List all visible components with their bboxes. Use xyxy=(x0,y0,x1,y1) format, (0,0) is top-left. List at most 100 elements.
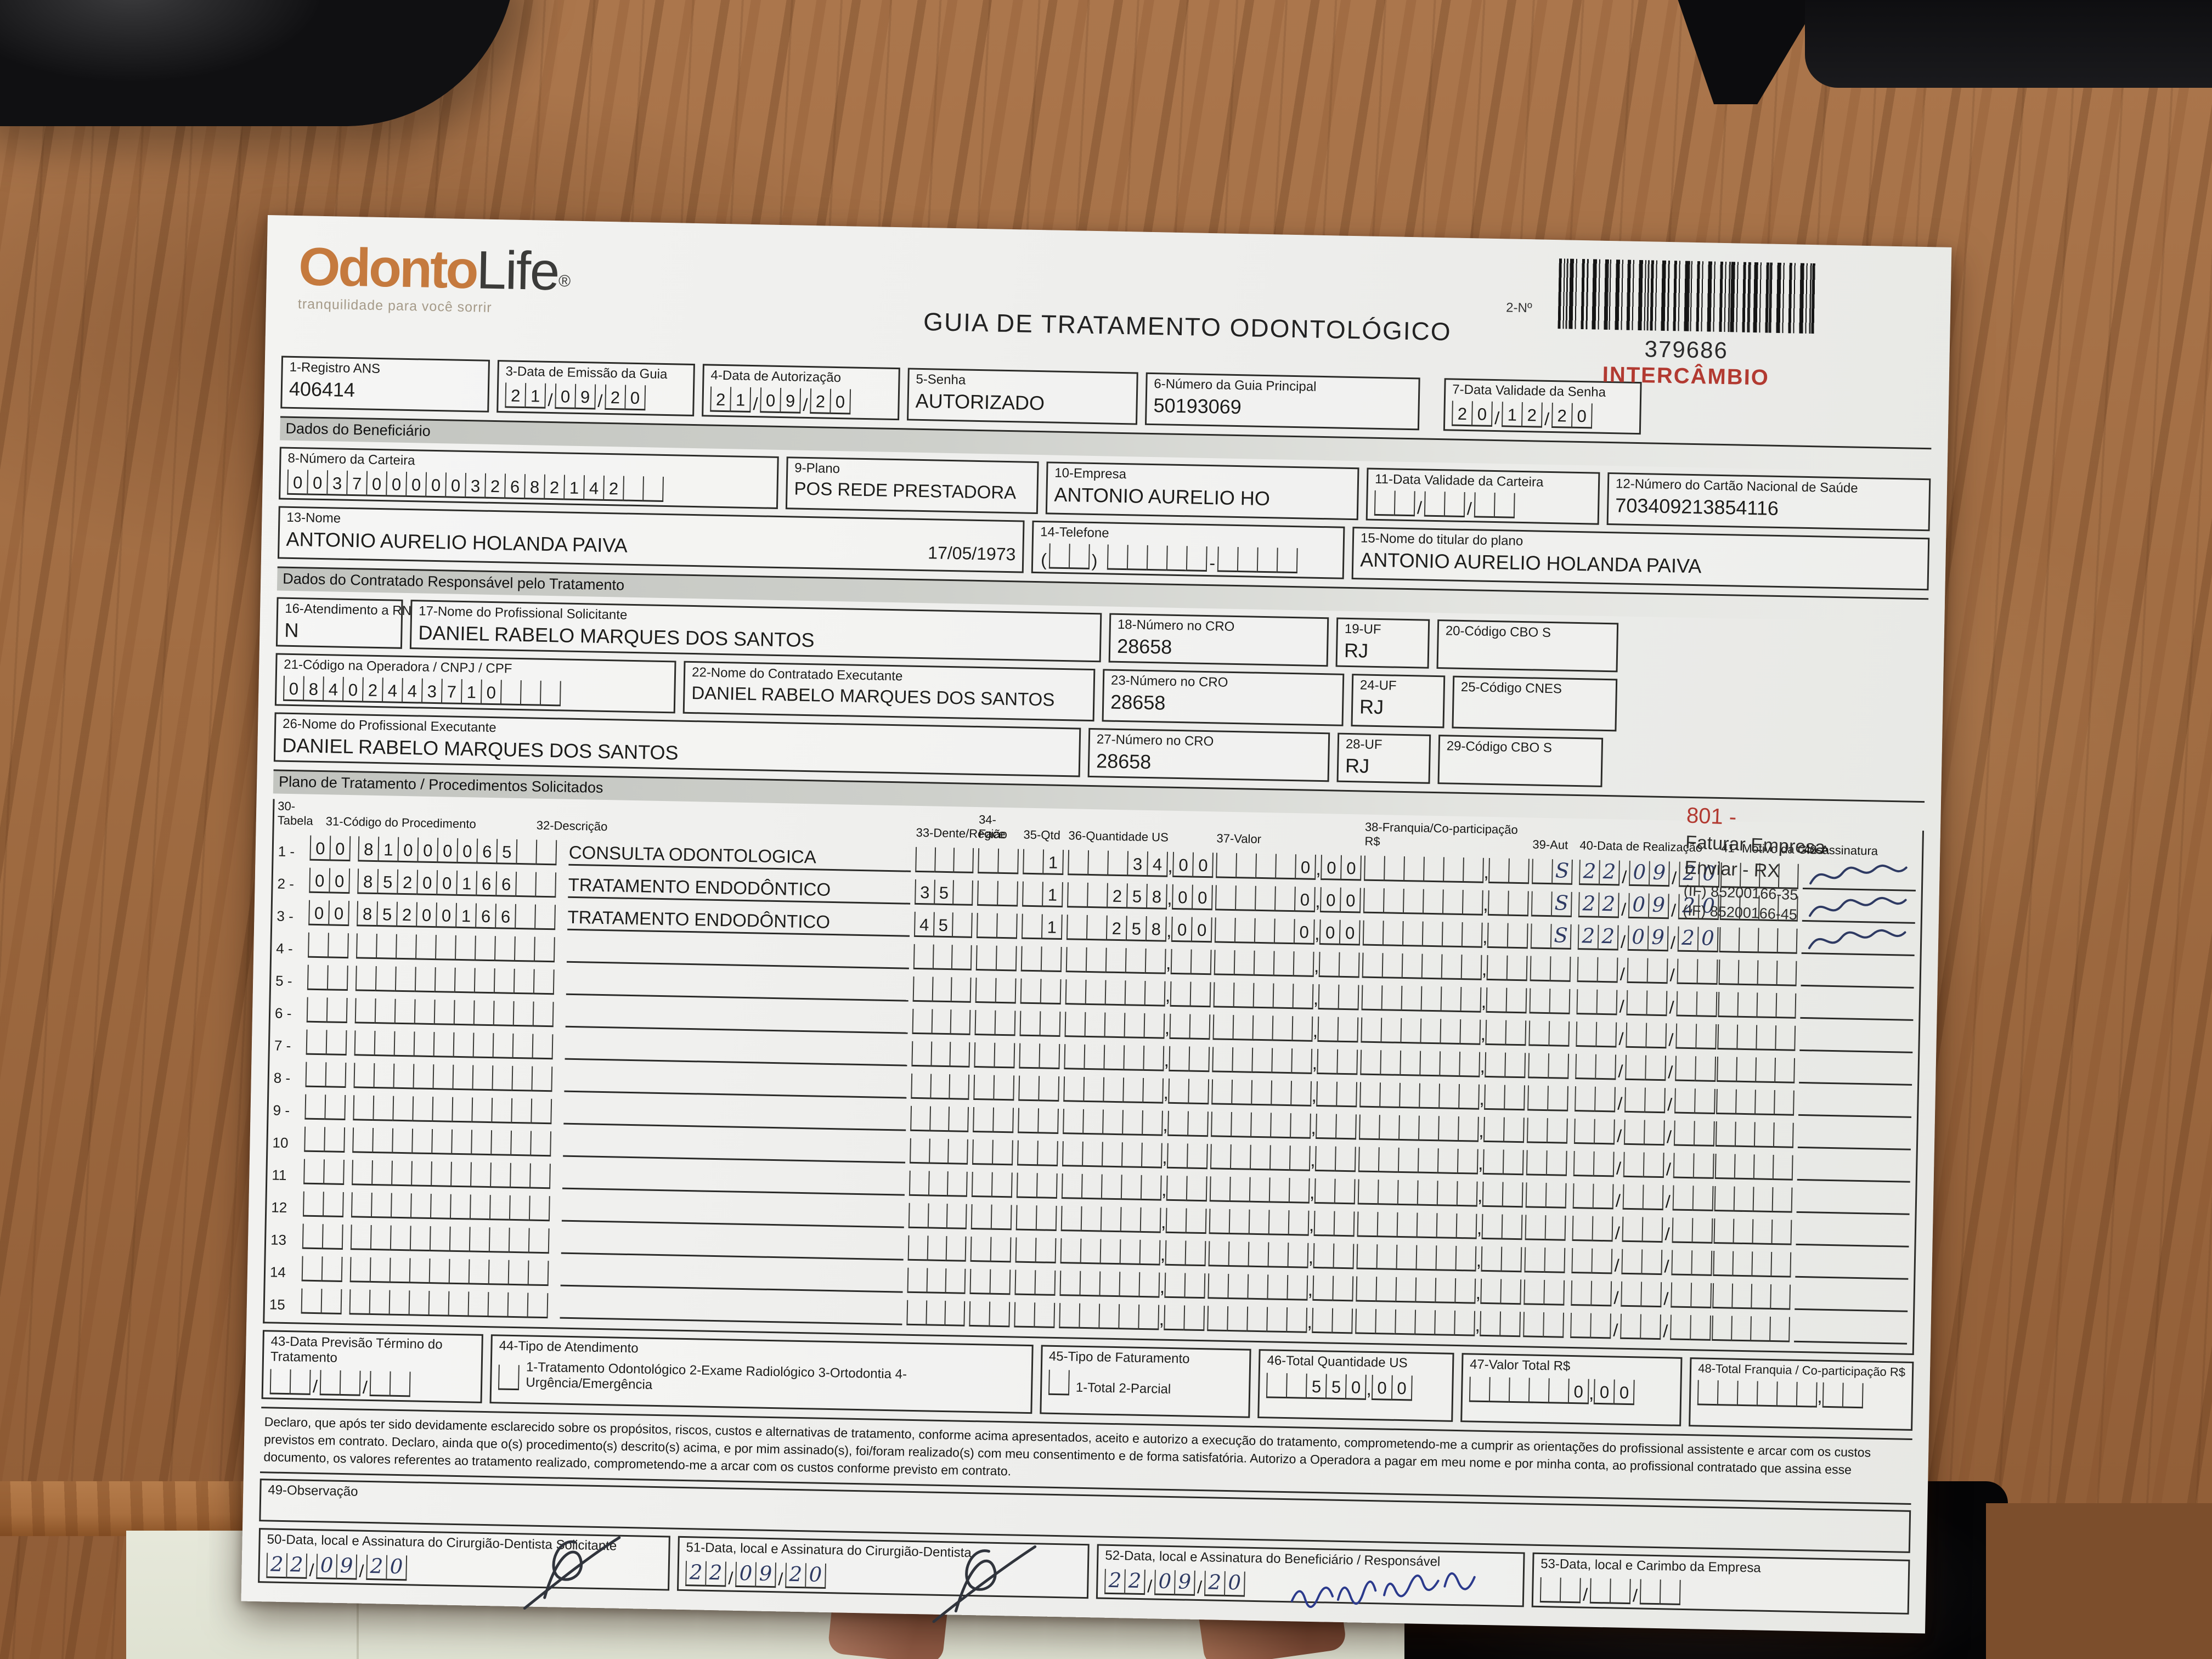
assinatura-line xyxy=(1799,1027,1914,1053)
col-qtd: 35-Qtd xyxy=(1023,827,1061,842)
assinatura-line xyxy=(1801,962,1915,989)
descricao-value xyxy=(566,971,909,1002)
assinatura-line xyxy=(1799,1059,1912,1086)
field-registro-ans: 1-Registro ANS 406414 xyxy=(280,356,490,413)
field-validade-carteira: 11-Data Validade da Carteira / / xyxy=(1365,467,1600,525)
field-cbo-29: 29-Código CBO S xyxy=(1437,735,1604,787)
assinatura-line xyxy=(1795,1254,1909,1280)
col-descricao: 32-Descrição xyxy=(536,818,608,834)
field-telefone: 14-Telefone ( ) - xyxy=(1031,520,1345,579)
tipo-atendimento-options: 1-Tratamento Odontológico 2-Exame Radiol… xyxy=(526,1359,907,1392)
col-face: 34-Face xyxy=(978,812,1006,842)
descricao-value xyxy=(561,1230,904,1261)
signature-scribble xyxy=(1808,929,1906,950)
field-contratado-executante: 22-Nome do Contratado Executante DANIEL … xyxy=(682,661,1096,722)
field-plano: 9-Plano POS REDE PRESTADORA xyxy=(785,456,1039,515)
assinatura-line xyxy=(1798,1092,1912,1118)
field-guia-principal: 6-Número da Guia Principal 50193069 xyxy=(1144,372,1420,431)
descricao-value xyxy=(566,939,910,969)
signature-scribble xyxy=(1808,897,1907,917)
signature-dentista-solicitante xyxy=(523,1536,621,1610)
descricao-value xyxy=(563,1133,906,1164)
form-header: OdontoLife® tranquilidade para você sorr… xyxy=(281,230,1935,390)
dental-treatment-form: OdontoLife® tranquilidade para você sorr… xyxy=(241,215,1952,1634)
col-franquia: 38-Franquia/Co-participação R$ xyxy=(1364,820,1518,849)
descricao-value xyxy=(563,1101,906,1131)
field-empresa: 10-Empresa ANTONIO AURELIO HO xyxy=(1045,461,1359,521)
signature-scribble xyxy=(1809,865,1908,885)
signature-beneficiario xyxy=(1290,1572,1476,1608)
col-valor: 37-Valor xyxy=(1216,831,1262,846)
field-previsao-termino: 43-Data Previsão Término do Tratamento /… xyxy=(261,1330,484,1403)
black-object-top-left xyxy=(0,0,516,126)
row-assinaturas: 50-Data, local e Assinatura do Cirurgião… xyxy=(258,1527,1910,1623)
descricao-value xyxy=(562,1165,905,1196)
col-codigo: 31-Código do Procedimento xyxy=(325,814,476,831)
barcode-block: 2-Nº 379686 INTERCÂMBIO xyxy=(1506,258,1830,392)
page-title: GUIA DE TRATAMENTO ODONTOLÓGICO xyxy=(923,307,1452,346)
assinatura-line xyxy=(1797,1156,1911,1183)
assinatura-line xyxy=(1796,1189,1910,1215)
field-data-autorizacao: 4-Data de Autorização 2 1/0 9/2 0 xyxy=(702,364,900,421)
logo-life: Life xyxy=(476,239,560,302)
field-uf-19: 19-UF RJ xyxy=(1335,617,1430,669)
assinatura-line xyxy=(1802,897,1916,924)
descricao-value xyxy=(561,1198,905,1228)
descricao-value: TRATAMENTO ENDODÔNTICO xyxy=(568,874,911,905)
col-quantidade-us: 36-Quantidade US xyxy=(1068,828,1169,844)
field-profissional-solicitante: 17-Nome do Profissional Solicitante DANI… xyxy=(409,600,1102,663)
descricao-value: CONSULTA ODONTOLOGICA xyxy=(568,842,912,872)
descricao-value xyxy=(565,1003,909,1034)
assinatura-line xyxy=(1800,995,1914,1021)
col-aut: 39-Aut xyxy=(1532,837,1568,852)
black-object-top-right xyxy=(1805,0,2212,88)
descricao-value xyxy=(564,1068,907,1099)
descricao-value xyxy=(565,1036,908,1066)
field-senha: 5-Senha AUTORIZADO xyxy=(907,368,1138,425)
registered-mark: ® xyxy=(558,272,571,291)
tipo-atendimento-checkbox xyxy=(498,1364,520,1391)
barcode xyxy=(1558,258,1817,334)
wood-corner xyxy=(1986,1503,2212,1659)
field-uf-24: 24-UF RJ xyxy=(1351,674,1446,729)
field-carimbo-empresa: 53-Data, local e Carimbo da Empresa / / xyxy=(1531,1552,1910,1615)
odontolife-logo: OdontoLife® tranquilidade para você sorr… xyxy=(298,236,572,315)
barcode-field-label: 2-Nº xyxy=(1505,300,1532,316)
field-uf-28: 28-UF RJ xyxy=(1336,732,1431,784)
field-assinatura-beneficiario: 52-Data, local e Assinatura do Beneficiá… xyxy=(1096,1544,1525,1608)
field-tipo-faturamento: 45-Tipo de Faturamento 1-Total 2-Parcial xyxy=(1039,1345,1251,1418)
birthdate: 17/05/1973 xyxy=(927,543,1016,565)
assinatura-line xyxy=(1797,1124,1911,1150)
field-profissional-executante: 26-Nome do Profissional Executante DANIE… xyxy=(273,712,1081,777)
assinatura-line xyxy=(1795,1286,1908,1312)
field-assinatura-dentista: 51-Data, local e Assinatura do Cirurgião… xyxy=(677,1536,1090,1623)
field-assinatura-solicitante: 50-Data, local e Assinatura do Cirurgião… xyxy=(258,1527,670,1610)
field-cbo-20: 20-Código CBO S xyxy=(1436,619,1619,673)
descricao-value xyxy=(560,1295,903,1325)
field-cro-27: 27-Número no CRO 28658 xyxy=(1087,727,1330,782)
assinatura-line xyxy=(1796,1221,1910,1248)
assinatura-line xyxy=(1802,865,1916,891)
barcode-number: 379686 xyxy=(1644,336,1729,364)
field-total-franquia: 48-Total Franquia / Co-participação R$ , xyxy=(1689,1357,1914,1431)
field-titular-plano: 15-Nome do titular do plano ANTONIO AURE… xyxy=(1351,527,1930,591)
field-cro-23: 23-Número no CRO 28658 xyxy=(1102,669,1345,726)
tipo-faturamento-checkbox xyxy=(1048,1369,1070,1396)
logo-odonto: Odonto xyxy=(298,236,477,300)
field-tipo-atendimento: 44-Tipo de Atendimento 1-Tratamento Odon… xyxy=(489,1334,1034,1414)
field-cartao-nacional-saude: 12-Número do Cartão Nacional de Saúde 70… xyxy=(1606,472,1931,532)
assinatura-line xyxy=(1801,929,1915,956)
col-tabela: 30-Tabela xyxy=(277,799,313,828)
col-dente: 33-Dente/Região xyxy=(916,825,1008,842)
field-atendimento-rn: 16-Atendimento a RN N xyxy=(275,597,411,649)
tipo-faturamento-options: 1-Total 2-Parcial xyxy=(1075,1380,1171,1397)
